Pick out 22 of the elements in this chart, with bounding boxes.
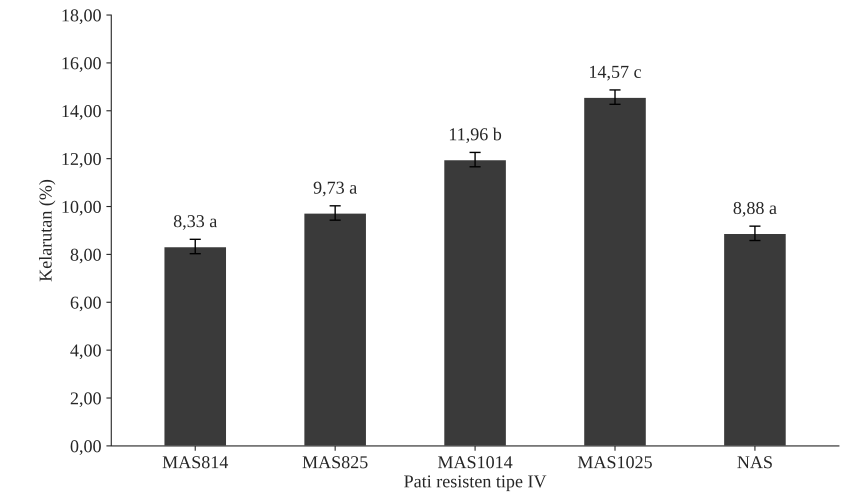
y-tick-label: 6,00: [70, 296, 101, 312]
x-tick-label: MAS814: [162, 456, 228, 468]
data-label: 8,88 a: [734, 202, 777, 217]
y-tick-label: 0,00: [70, 440, 101, 455]
data-label: 8,33 a: [174, 215, 218, 230]
y-tick-label: 4,00: [70, 344, 101, 360]
data-label: 14,57 c: [590, 66, 642, 81]
x-axis-title: Pati resisten tipe IV: [404, 475, 546, 492]
y-tick-label: 8,00: [70, 248, 101, 264]
x-tick-label: NAS: [737, 456, 772, 468]
x-tick-label: MAS825: [302, 456, 368, 468]
x-tick-label: MAS1025: [578, 456, 652, 468]
y-tick-label: 18,00: [62, 9, 101, 24]
y-axis-title: Kelarutan (%): [39, 180, 56, 282]
y-tick-label: 10,00: [62, 200, 101, 216]
x-tick-label: MAS1014: [438, 456, 512, 468]
data-label: 9,73 a: [314, 182, 357, 196]
y-tick-label: 2,00: [70, 392, 101, 408]
data-label: 11,96 b: [450, 128, 502, 143]
y-tick-label: 16,00: [62, 57, 101, 72]
y-tick-label: 14,00: [62, 105, 101, 120]
y-tick-label: 12,00: [62, 152, 101, 168]
